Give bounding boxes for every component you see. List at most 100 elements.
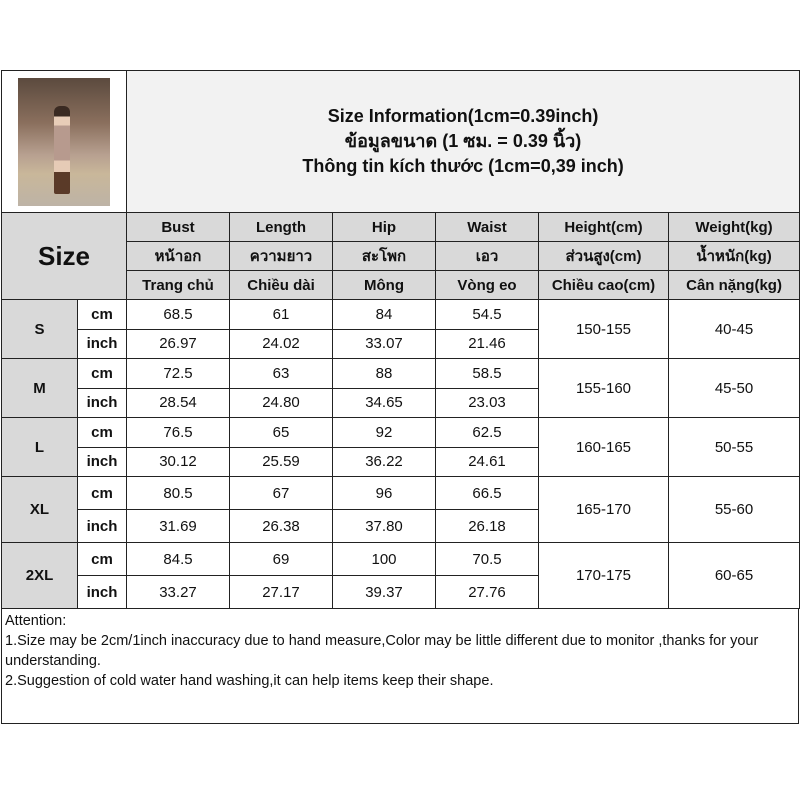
unit-inch: inch [77, 509, 127, 543]
col-header-th: เอว [435, 241, 539, 271]
inch-value: 24.02 [229, 328, 333, 359]
unit-cm: cm [77, 476, 127, 510]
inch-value: 23.03 [435, 387, 539, 418]
unit-cm: cm [77, 417, 127, 448]
col-header-en: Bust [126, 212, 230, 242]
table-row: inch 33.27 27.17 39.37 27.76 [2, 575, 800, 609]
cm-value: 72.5 [126, 358, 230, 389]
table-row: XL cm 80.5 67 96 66.5 165-170 55-60 [1, 476, 800, 543]
height-range: 165-170 [538, 476, 669, 543]
size-label: S [1, 299, 78, 359]
col-header-vi: Chiều cao(cm) [538, 270, 669, 300]
cm-value: 100 [332, 542, 436, 576]
size-rows: S cm 68.5 61 84 54.5 150-155 40-45 inch 26.97 2… [1, 299, 800, 609]
unit-inch: inch [77, 446, 127, 477]
size-label: XL [1, 476, 78, 543]
cm-value: 61 [229, 299, 333, 330]
size-header: Size [1, 212, 127, 300]
inch-value: 30.12 [126, 446, 230, 477]
title-vi: Thông tin kích thước (1cm=0,39 inch) [302, 156, 624, 176]
cm-value: 88 [332, 358, 436, 389]
cm-value: 70.5 [435, 542, 539, 576]
col-header-th: สะโพก [332, 241, 436, 271]
inch-value: 26.38 [229, 509, 333, 543]
col-header-vi: Vòng eo [435, 270, 539, 300]
weight-range: 60-65 [667, 542, 800, 609]
title-cell: Size Information(1cm=0.39inch) ข้อมูลขนา… [125, 70, 800, 213]
col-header-vi: Chiều dài [229, 270, 333, 300]
title-en: Size Information(1cm=0.39inch) [327, 106, 599, 126]
inch-value: 21.46 [435, 328, 539, 359]
product-photo [18, 77, 110, 206]
col-header-en: Hip [332, 212, 436, 242]
col-header-th: ความยาว [229, 241, 333, 271]
cm-value: 58.5 [435, 358, 539, 389]
col-header-en: Height(cm) [538, 212, 669, 242]
unit-inch: inch [77, 387, 127, 418]
col-header-vi: Trang chủ [126, 270, 230, 300]
col-header-th: หน้าอก [126, 241, 230, 271]
table-row: S cm 68.5 61 84 54.5 150-155 40-45 [1, 299, 800, 359]
inch-value: 27.76 [435, 575, 539, 609]
cm-value: 66.5 [435, 476, 539, 510]
inch-value: 27.17 [229, 575, 333, 609]
table-row: inch 31.69 26.38 37.80 26.18 [2, 509, 800, 543]
cm-value: 67 [229, 476, 333, 510]
inch-value: 26.18 [435, 509, 539, 543]
height-range: 170-175 [538, 542, 669, 609]
cm-value: 76.5 [126, 417, 230, 448]
height-range: 160-165 [538, 417, 669, 477]
col-header-en: Length [229, 212, 333, 242]
weight-range: 40-45 [667, 299, 800, 359]
inch-value: 33.07 [332, 328, 436, 359]
col-header-th: ส่วนสูง(cm) [538, 241, 669, 271]
title-th: ข้อมูลขนาด (1 ซม. = 0.39 นิ้ว) [344, 131, 582, 151]
table-row: M cm 72.5 63 88 58.5 155-160 45-50 [1, 358, 800, 418]
table-row: inch 28.54 24.80 34.65 23.03 [2, 387, 800, 418]
inch-value: 39.37 [332, 575, 436, 609]
size-label: 2XL [1, 542, 78, 609]
table-row: 2XL cm 84.5 69 100 70.5 170-175 60-65 [1, 542, 800, 609]
weight-range: 50-55 [667, 417, 800, 477]
cm-value: 96 [332, 476, 436, 510]
inch-value: 34.65 [332, 387, 436, 418]
size-table: Size Information(1cm=0.39inch) ข้อมูลขนา… [1, 70, 800, 609]
cm-value: 80.5 [126, 476, 230, 510]
attention-heading: Attention: [5, 613, 67, 629]
table-row: inch 26.97 24.02 33.07 21.46 [2, 328, 800, 359]
weight-range: 55-60 [667, 476, 800, 543]
attention-box: Attention: 1.Size may be 2cm/1inch inacc… [1, 609, 799, 724]
inch-value: 24.80 [229, 387, 333, 418]
inch-value: 36.22 [332, 446, 436, 477]
unit-inch: inch [77, 328, 127, 359]
size-chart: Size Information(1cm=0.39inch) ข้อมูลขนา… [1, 70, 800, 724]
inch-value: 33.27 [126, 575, 230, 609]
col-header-th: น้ำหนัก(kg) [667, 241, 800, 271]
col-header-vi: Mông [332, 270, 436, 300]
size-label: L [1, 417, 78, 477]
unit-cm: cm [77, 299, 127, 330]
unit-cm: cm [77, 542, 127, 576]
col-header-vi: Cân nặng(kg) [667, 270, 800, 300]
cm-value: 84 [332, 299, 436, 330]
cm-value: 68.5 [126, 299, 230, 330]
cm-value: 69 [229, 542, 333, 576]
inch-value: 28.54 [126, 387, 230, 418]
unit-cm: cm [77, 358, 127, 389]
col-header-en: Waist [435, 212, 539, 242]
product-photo-cell [1, 70, 127, 213]
inch-value: 26.97 [126, 328, 230, 359]
inch-value: 37.80 [332, 509, 436, 543]
table-row: L cm 76.5 65 92 62.5 160-165 50-55 [1, 417, 800, 477]
height-range: 155-160 [538, 358, 669, 418]
cm-value: 92 [332, 417, 436, 448]
weight-range: 45-50 [667, 358, 800, 418]
unit-inch: inch [77, 575, 127, 609]
col-header-en: Weight(kg) [667, 212, 800, 242]
size-label: M [1, 358, 78, 418]
inch-value: 31.69 [126, 509, 230, 543]
table-row: inch 30.12 25.59 36.22 24.61 [2, 446, 800, 477]
cm-value: 54.5 [435, 299, 539, 330]
cm-value: 84.5 [126, 542, 230, 576]
height-range: 150-155 [538, 299, 669, 359]
